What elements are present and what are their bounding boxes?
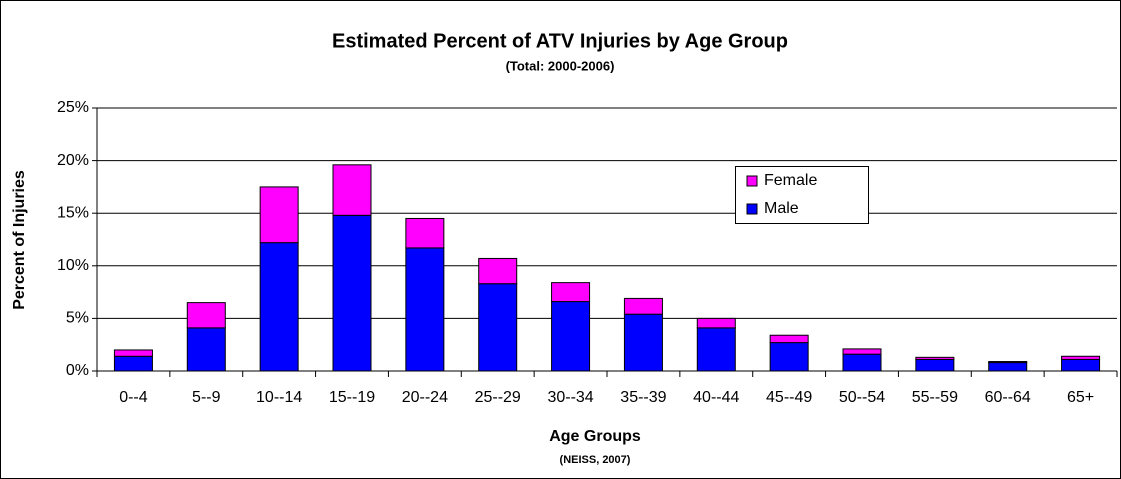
y-axis-label: Percent of Injuries: [11, 170, 28, 310]
x-tick-label: 45--49: [766, 389, 812, 406]
x-tick-label: 40--44: [693, 389, 739, 406]
x-tick-label: 55--59: [912, 389, 958, 406]
y-tick-label: 0%: [66, 362, 89, 379]
bar-segment: [478, 257, 518, 285]
bar-segment: [1061, 358, 1101, 372]
x-axis-label: Age Groups: [549, 428, 641, 445]
bar-segment: [696, 317, 736, 329]
bar-segment: [915, 356, 955, 360]
x-tick-label: 30--34: [547, 389, 593, 406]
bar-segment: [113, 349, 153, 357]
bar-segment: [988, 361, 1028, 364]
x-tick-label: 20--24: [402, 389, 448, 406]
y-tick-label: 15%: [57, 204, 89, 221]
bar-segment: [259, 242, 299, 372]
y-tick-label: 5%: [66, 310, 89, 327]
x-tick-label: 60--64: [985, 389, 1031, 406]
bar-segment: [842, 353, 882, 372]
bar-segment: [405, 247, 445, 372]
x-tick-label: 25--29: [475, 389, 521, 406]
bar-segment: [186, 327, 226, 372]
y-tick-label: 20%: [57, 152, 89, 169]
x-tick-label: 35--39: [620, 389, 666, 406]
bar-segment: [1061, 355, 1101, 360]
bar-segment: [551, 282, 591, 303]
bar-segment: [332, 214, 372, 372]
bar-segment: [259, 186, 299, 244]
bar-segment: [113, 355, 153, 372]
y-tick-label: 10%: [57, 257, 89, 274]
bar-segment: [915, 358, 955, 372]
legend-label: Female: [764, 172, 817, 189]
bar-segment: [623, 313, 663, 372]
bar-segment: [478, 283, 518, 372]
bar-segment: [842, 348, 882, 355]
y-tick-label: 25%: [57, 99, 89, 116]
legend-label: Male: [764, 200, 799, 217]
x-tick-label: 5--9: [192, 389, 221, 406]
legend-box: [735, 166, 869, 224]
x-axis-sublabel: (NEISS, 2007): [560, 454, 631, 466]
bar-segment: [186, 302, 226, 329]
legend-swatch: [746, 203, 758, 215]
bar-segment: [769, 342, 809, 372]
x-tick-label: 65+: [1067, 389, 1094, 406]
x-tick-label: 0--4: [119, 389, 148, 406]
chart-subtitle: (Total: 2000-2006): [506, 58, 615, 73]
bar-segment: [988, 362, 1028, 372]
chart-title: Estimated Percent of ATV Injuries by Age…: [332, 30, 788, 52]
bar-segment: [623, 297, 663, 315]
bar-segment: [405, 217, 445, 249]
x-tick-label: 15--19: [329, 389, 375, 406]
x-tick-label: 50--54: [839, 389, 885, 406]
bar-segment: [696, 327, 736, 372]
x-tick-label: 10--14: [256, 389, 302, 406]
bar-segment: [332, 164, 372, 216]
legend-swatch: [746, 175, 758, 187]
bar-segment: [551, 301, 591, 372]
bar-segment: [769, 334, 809, 344]
